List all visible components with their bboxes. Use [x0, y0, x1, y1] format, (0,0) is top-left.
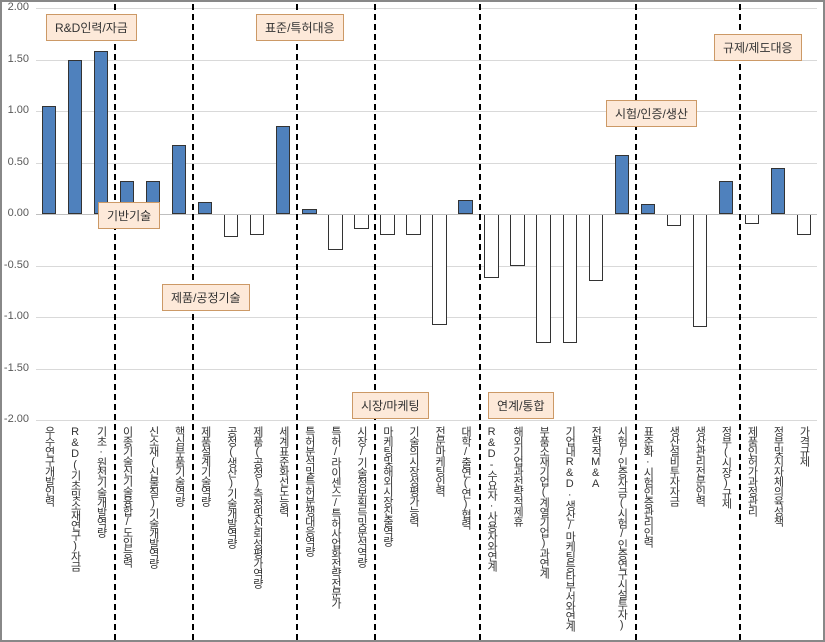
bar	[536, 214, 550, 343]
x-tick-label: 마케팅및해외시장진출역량	[381, 426, 392, 546]
x-tick-label: 특허/라이센스/특허사업화전략전문가	[329, 426, 340, 608]
bar	[224, 214, 238, 237]
x-tick-label: R&D(기초및소재연구)자금	[69, 426, 80, 571]
gridline	[36, 111, 817, 112]
x-tick-label: 생산관리전문인력	[694, 426, 705, 506]
gridline	[36, 163, 817, 164]
x-tick-label: R&D-수요자·사용자와연계	[486, 426, 497, 571]
bar	[328, 214, 342, 250]
bar	[693, 214, 707, 327]
x-tick-label: 이종기술신기술융합/도입능력	[121, 426, 132, 567]
y-tick-label: -2.00	[0, 413, 29, 425]
bar	[68, 60, 82, 215]
y-tick-label: 1.50	[0, 53, 29, 65]
x-tick-label: 시장/기술정보획득및분석역량	[355, 426, 366, 567]
bar	[797, 214, 811, 235]
bar	[276, 126, 290, 214]
x-tick-label: 대학/출연(연)협력	[460, 426, 471, 529]
group-label-box: 표준/특허대응	[256, 14, 344, 41]
group-divider	[114, 4, 116, 640]
group-divider	[192, 4, 194, 640]
x-tick-label: 표준화·시험인증관리인력	[642, 426, 653, 547]
bar	[380, 214, 394, 235]
group-label-box: 제품/공정기술	[162, 284, 250, 311]
x-tick-label: 시험/인증자금(시험/인증연구시설투자)	[616, 426, 627, 630]
gridline	[36, 420, 817, 421]
x-tick-label: 제품설계기술역량	[199, 426, 210, 506]
x-tick-label: 핵심부품기술역량	[173, 426, 184, 506]
x-tick-label: 전략적M&A	[590, 426, 601, 489]
bar	[354, 214, 368, 229]
bar	[563, 214, 577, 343]
group-label-box: R&D인력/자금	[46, 14, 137, 41]
group-divider	[374, 4, 376, 640]
x-tick-label: 해외기업과전략적제휴	[512, 426, 523, 526]
bar	[458, 200, 472, 214]
y-tick-label: 2.00	[0, 1, 29, 13]
gridline	[36, 60, 817, 61]
bar	[42, 106, 56, 214]
group-divider	[479, 4, 481, 640]
bar	[745, 214, 759, 224]
x-tick-label: 제품(공정)측정및신뢰성평가역량	[251, 426, 262, 588]
x-tick-label: 가격규제	[798, 426, 809, 466]
x-tick-label: 세계표준화선도능력	[277, 426, 288, 516]
x-tick-label: 생산설비투자자금	[668, 426, 679, 506]
x-tick-label: 특허분석및특허분쟁대응역량	[303, 426, 314, 556]
x-tick-label: 기초·원천기술개발역량	[95, 426, 106, 537]
bar	[615, 155, 629, 214]
bar	[510, 214, 524, 266]
group-label-box: 연계/통합	[488, 392, 554, 419]
gridline	[36, 8, 817, 9]
bar	[771, 168, 785, 214]
y-tick-label: 0.00	[0, 207, 29, 219]
x-tick-label: 우수연구개발인력	[43, 426, 54, 506]
group-label-box: 시험/인증/생산	[606, 100, 697, 127]
group-divider	[296, 4, 298, 640]
bar	[432, 214, 446, 325]
bar	[667, 214, 681, 226]
bar	[641, 204, 655, 214]
x-tick-label: 부품소재기업(계열기업)과연계	[538, 426, 549, 578]
x-tick-label: 신소재(신물질)기술개발역량	[147, 426, 158, 568]
y-tick-label: 1.00	[0, 104, 29, 116]
bar	[172, 145, 186, 214]
x-tick-label: 정부(시장)규제	[720, 426, 731, 508]
x-tick-label: 제품인허가과정관리	[746, 426, 757, 516]
x-tick-label: 공정(생산)기술개발역량	[225, 426, 236, 548]
gridline	[36, 369, 817, 370]
x-tick-label: 기술의시장성평가능력	[407, 426, 418, 526]
x-tick-label: 기업내R&D·생산/마케팅등타부서와연계	[564, 426, 575, 631]
bar	[484, 214, 498, 278]
y-tick-label: 0.50	[0, 156, 29, 168]
x-tick-label: 전문마케팅인력	[434, 426, 445, 496]
bar	[250, 214, 264, 235]
y-tick-label: -1.50	[0, 362, 29, 374]
bar	[589, 214, 603, 281]
group-divider	[739, 4, 741, 640]
bar	[198, 202, 212, 214]
y-tick-label: -0.50	[0, 259, 29, 271]
bar-chart: -2.00 -1.50 -1.00 -0.50 0.00 0.50 1.00 1.50 2.00…	[0, 0, 825, 642]
bar	[719, 181, 733, 214]
group-label-box: 기반기술	[98, 202, 160, 229]
group-label-box: 규제/제도대응	[714, 34, 802, 61]
bar	[406, 214, 420, 235]
x-tick-label: 정부및지자체의육성책	[772, 426, 783, 526]
group-label-box: 시장/마케팅	[352, 392, 429, 419]
bar	[94, 51, 108, 214]
y-tick-label: -1.00	[0, 310, 29, 322]
